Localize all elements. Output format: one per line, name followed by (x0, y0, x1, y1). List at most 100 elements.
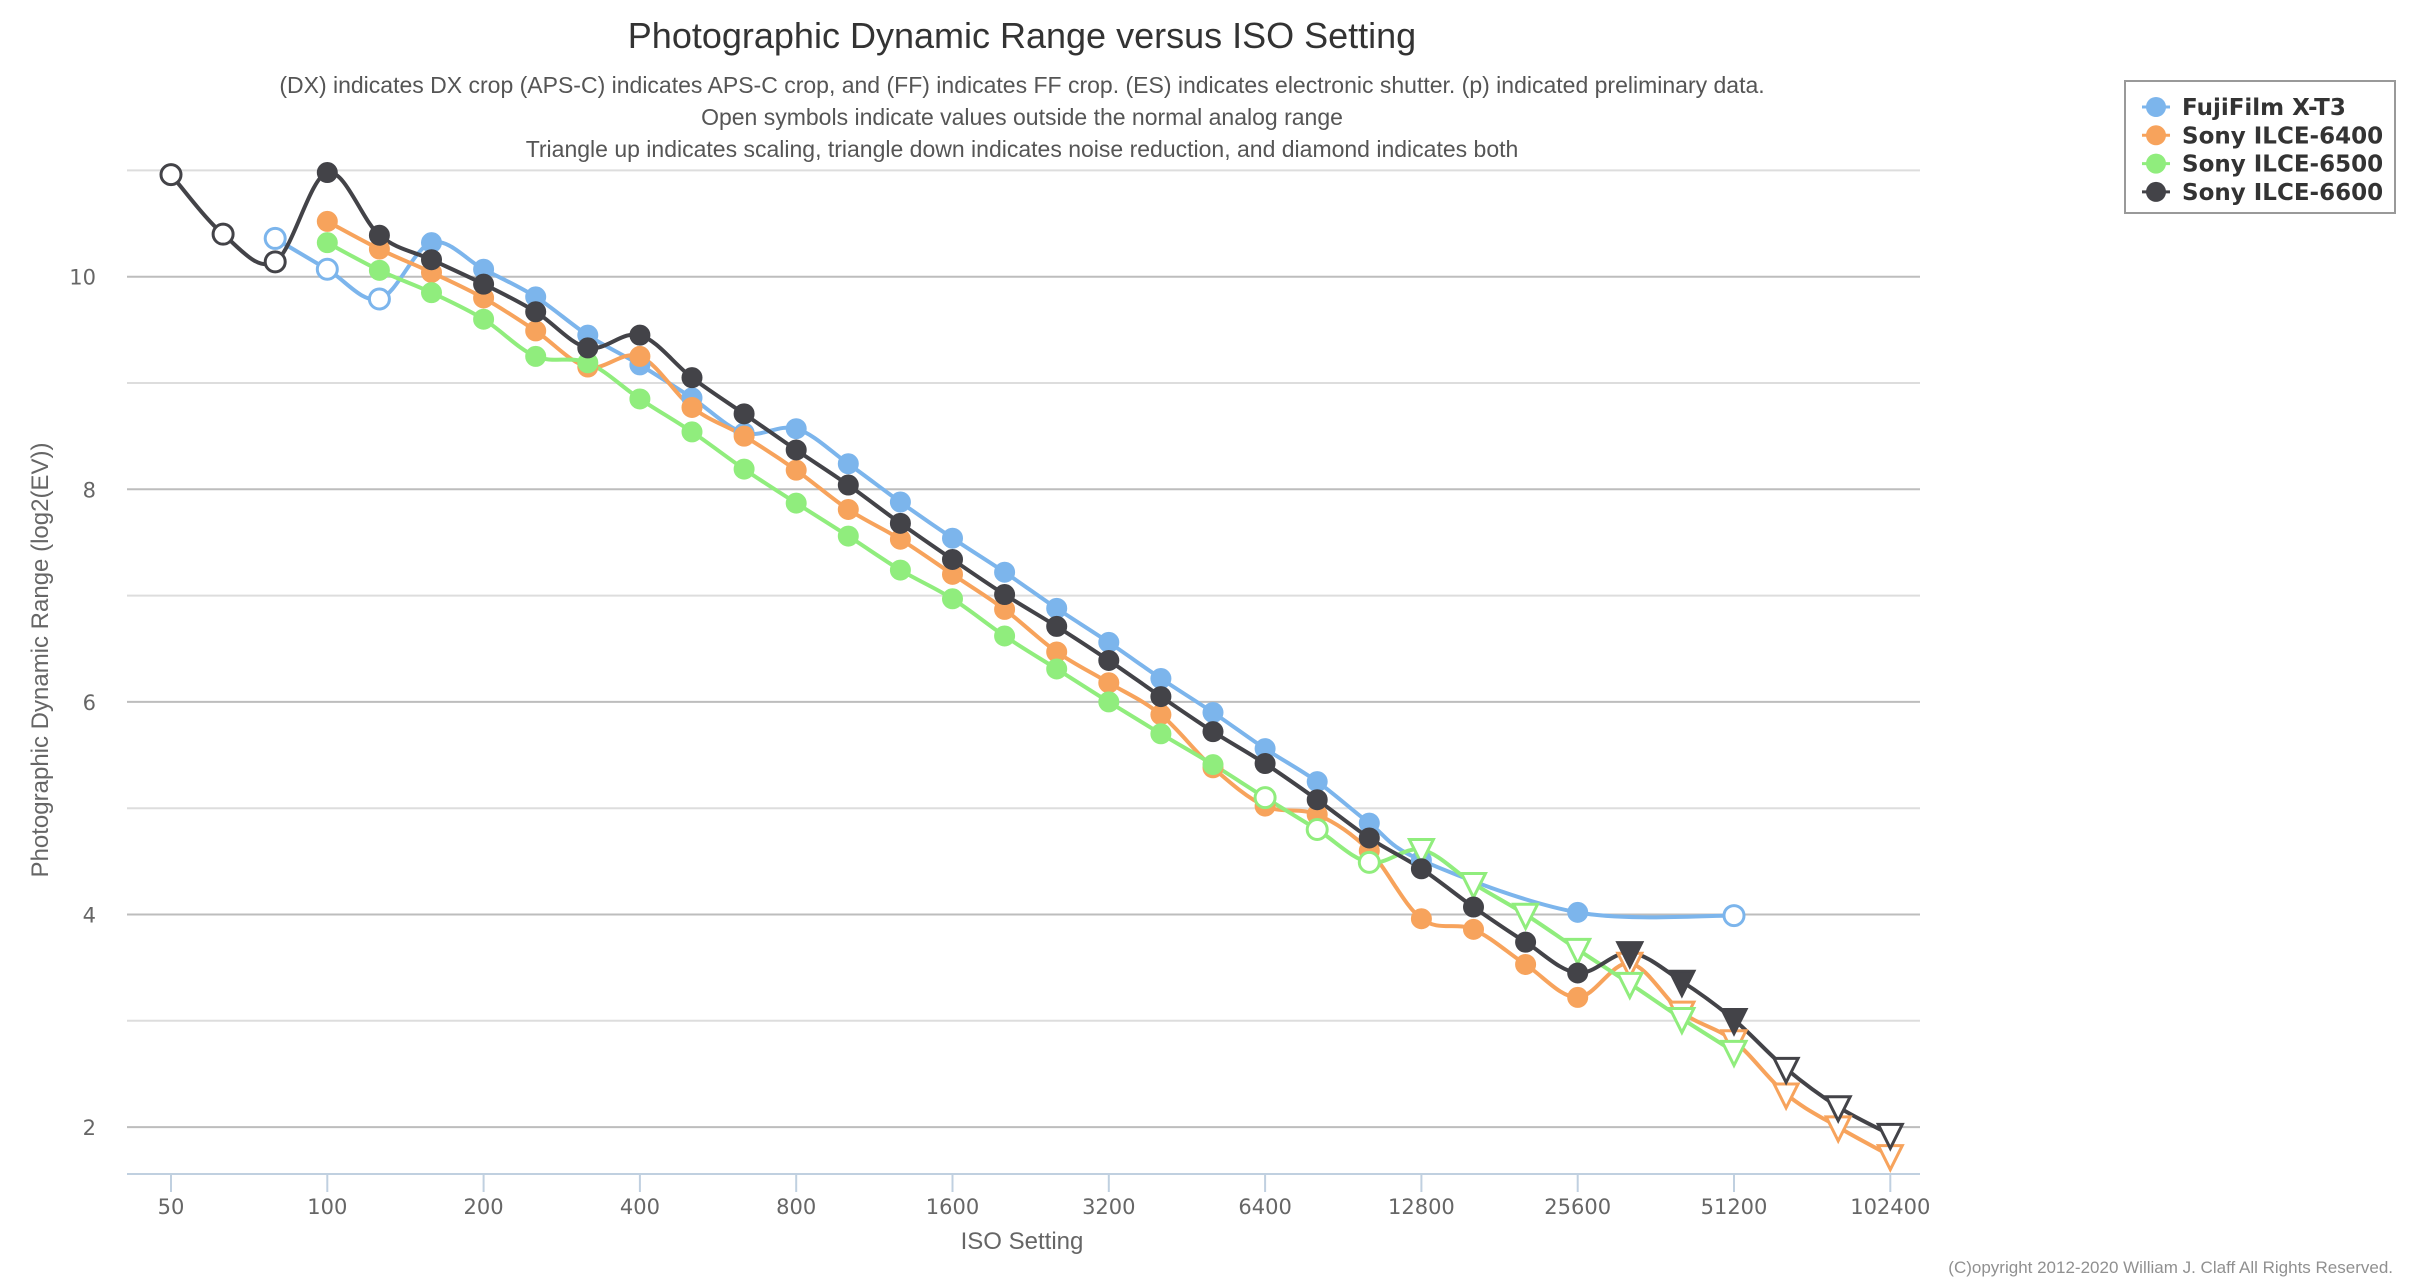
data-point[interactable] (1615, 971, 1645, 1001)
data-point[interactable] (785, 492, 807, 514)
data-point[interactable] (211, 222, 235, 246)
data-point[interactable] (889, 512, 911, 534)
data-point[interactable] (1875, 1122, 1905, 1152)
data-point[interactable] (942, 527, 963, 549)
data-point[interactable] (316, 162, 338, 184)
data-point[interactable] (1358, 827, 1380, 849)
data-point[interactable] (1667, 969, 1697, 999)
data-point[interactable] (994, 584, 1016, 606)
data-point[interactable] (1357, 850, 1381, 874)
data-point[interactable] (1098, 631, 1120, 653)
data-point[interactable] (1406, 837, 1436, 867)
data-point[interactable] (1150, 704, 1172, 726)
data-point[interactable] (315, 257, 339, 281)
data-point[interactable] (1463, 918, 1484, 940)
data-point[interactable] (1515, 931, 1537, 953)
data-point[interactable] (473, 273, 495, 295)
data-point[interactable] (525, 320, 547, 342)
data-point[interactable] (889, 559, 911, 581)
legend-item[interactable]: Sony ILCE-6600 (2142, 180, 2383, 206)
data-point[interactable] (1098, 691, 1120, 713)
data-point[interactable] (1202, 754, 1224, 776)
legend-marker-icon (2146, 125, 2166, 146)
data-point[interactable] (629, 388, 651, 410)
data-point[interactable] (1823, 1095, 1853, 1125)
legend-marker-icon (2146, 153, 2166, 174)
data-point[interactable] (1722, 904, 1746, 928)
data-point[interactable] (421, 249, 442, 271)
legend-item[interactable]: FujiFilm X-T3 (2142, 95, 2346, 121)
data-point[interactable] (1719, 1039, 1749, 1069)
data-point[interactable] (1567, 901, 1589, 923)
data-point[interactable] (942, 548, 963, 570)
data-point[interactable] (1719, 1008, 1749, 1037)
data-point[interactable] (316, 210, 338, 232)
data-point[interactable] (1567, 962, 1589, 984)
data-point[interactable] (1563, 937, 1593, 967)
data-point[interactable] (1202, 702, 1224, 724)
data-point[interactable] (785, 418, 807, 440)
data-point[interactable] (1150, 723, 1172, 745)
data-point[interactable] (1615, 941, 1645, 970)
data-point[interactable] (525, 345, 547, 367)
data-point[interactable] (837, 453, 859, 475)
data-point[interactable] (837, 525, 859, 547)
data-point[interactable] (159, 163, 183, 187)
data-point[interactable] (525, 301, 547, 323)
data-point[interactable] (733, 458, 755, 480)
data-point[interactable] (681, 367, 703, 389)
data-point[interactable] (368, 259, 390, 281)
data-point[interactable] (368, 224, 390, 246)
data-point[interactable] (681, 396, 703, 418)
data-point[interactable] (629, 345, 651, 367)
data-point[interactable] (733, 425, 755, 447)
data-point[interactable] (942, 588, 963, 610)
data-point[interactable] (1306, 789, 1328, 811)
data-point[interactable] (837, 498, 859, 520)
data-point[interactable] (1410, 858, 1432, 880)
data-point[interactable] (1306, 771, 1328, 793)
data-point[interactable] (994, 625, 1016, 647)
data-point[interactable] (629, 324, 651, 346)
data-point[interactable] (1254, 753, 1276, 775)
data-point[interactable] (1463, 896, 1484, 918)
data-point[interactable] (1511, 902, 1541, 932)
data-point[interactable] (1098, 649, 1120, 671)
x-tick-label: 51200 (1701, 1195, 1768, 1219)
data-point[interactable] (681, 421, 703, 443)
data-point[interactable] (1046, 597, 1068, 619)
y-tick-label: 10 (69, 266, 96, 290)
chart-subtitle-line-2: Open symbols indicate values outside the… (701, 104, 1343, 130)
data-point[interactable] (1202, 721, 1224, 743)
data-point[interactable] (367, 287, 391, 311)
data-point[interactable] (1253, 786, 1277, 810)
data-point[interactable] (473, 308, 495, 330)
data-point[interactable] (1046, 658, 1068, 680)
data-point[interactable] (889, 491, 911, 513)
data-point[interactable] (994, 561, 1016, 583)
data-point[interactable] (1305, 817, 1329, 841)
x-axis: 50 100 200 400 800 1600 3200 6400 12800 25600 5120… (127, 1173, 1930, 1219)
series-markers (316, 210, 1905, 1173)
legend-item[interactable]: Sony ILCE-6500 (2142, 152, 2383, 178)
data-point[interactable] (1410, 908, 1432, 930)
data-point[interactable] (263, 226, 287, 250)
data-point[interactable] (1771, 1056, 1801, 1086)
data-point[interactable] (1667, 1006, 1697, 1036)
data-point[interactable] (733, 403, 755, 425)
data-point[interactable] (421, 282, 442, 304)
data-point[interactable] (1515, 953, 1537, 975)
data-point[interactable] (316, 232, 338, 254)
data-point[interactable] (1098, 672, 1120, 694)
data-point[interactable] (1150, 686, 1172, 708)
data-point[interactable] (263, 250, 287, 274)
data-point[interactable] (1046, 615, 1068, 637)
data-point[interactable] (577, 337, 599, 359)
data-point[interactable] (785, 439, 807, 461)
data-point[interactable] (785, 459, 807, 481)
data-point[interactable] (1459, 871, 1488, 901)
data-point[interactable] (1567, 986, 1589, 1008)
legend-item[interactable]: Sony ILCE-6400 (2142, 123, 2383, 149)
data-point[interactable] (837, 474, 859, 496)
data-point[interactable] (1150, 668, 1172, 690)
